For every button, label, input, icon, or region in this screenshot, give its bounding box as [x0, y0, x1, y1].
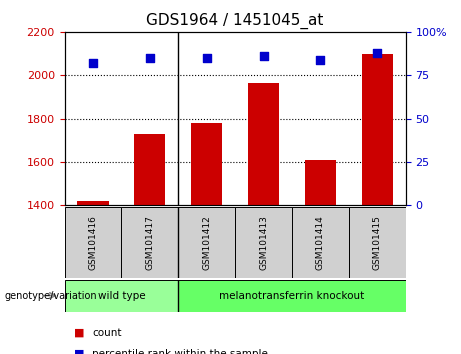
Text: GSM101417: GSM101417 [145, 215, 154, 270]
Point [317, 57, 324, 62]
Point [260, 53, 267, 59]
Bar [349, 207, 406, 278]
Title: GDS1964 / 1451045_at: GDS1964 / 1451045_at [147, 13, 324, 29]
Bar [134, 134, 165, 205]
Bar [65, 280, 178, 312]
Text: genotype/variation: genotype/variation [5, 291, 97, 301]
Text: GSM101416: GSM101416 [89, 215, 97, 270]
Text: GSM101415: GSM101415 [373, 215, 382, 270]
Bar [305, 160, 336, 205]
Bar [178, 207, 235, 278]
Text: melanotransferrin knockout: melanotransferrin knockout [219, 291, 365, 301]
Text: percentile rank within the sample: percentile rank within the sample [92, 349, 268, 354]
Bar [292, 207, 349, 278]
Text: ■: ■ [74, 328, 84, 338]
Point [89, 60, 97, 66]
Text: count: count [92, 328, 122, 338]
Bar [191, 123, 222, 205]
Text: GSM101414: GSM101414 [316, 215, 325, 270]
Point [373, 50, 381, 56]
Text: wild type: wild type [98, 291, 145, 301]
Bar [361, 53, 393, 205]
Point [203, 55, 210, 61]
Bar [248, 83, 279, 205]
Bar [235, 207, 292, 278]
Text: GSM101413: GSM101413 [259, 215, 268, 270]
Bar [77, 201, 109, 205]
Bar [65, 207, 121, 278]
Bar [121, 207, 178, 278]
Point [146, 55, 154, 61]
Bar [178, 280, 406, 312]
Text: ■: ■ [74, 349, 84, 354]
Text: GSM101412: GSM101412 [202, 215, 211, 270]
